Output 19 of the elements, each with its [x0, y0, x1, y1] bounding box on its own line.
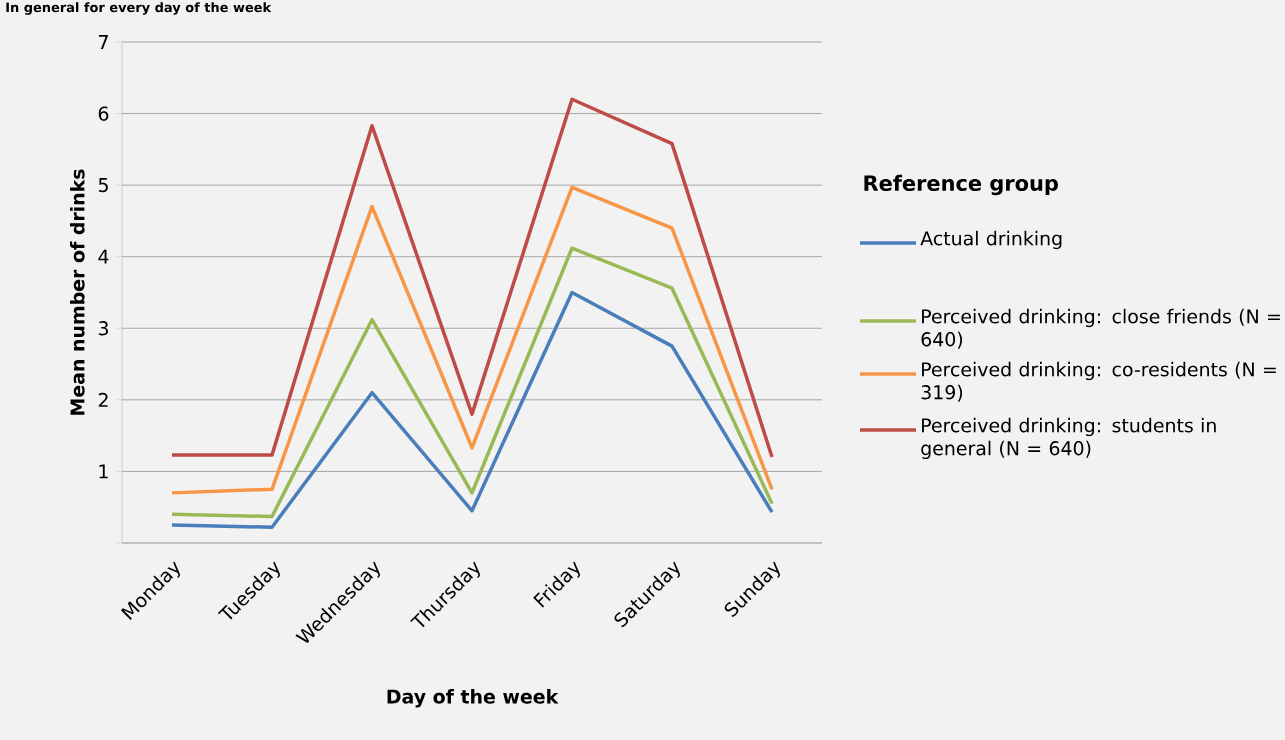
line-series	[170, 97, 774, 459]
legend-label: Perceived drinking: close friends (N = 640)	[921, 308, 1280, 349]
y-tick-label: 1	[99, 464, 108, 479]
y-tick-label: 2	[98, 392, 108, 407]
chart-title: In general for every day of the week	[6, 2, 272, 15]
line-series	[170, 290, 774, 529]
y-tick-label: 3	[98, 321, 108, 336]
legend-label: Perceived drinking: co-residents (N = 319)	[921, 361, 1276, 402]
legend-label: Actual drinking	[920, 230, 1062, 250]
y-tick-label: 7	[99, 35, 108, 49]
line-series	[170, 246, 774, 519]
y-tick-label: 5	[98, 178, 108, 193]
legend-title: Reference group	[864, 174, 1058, 196]
line-series	[170, 185, 774, 495]
x-axis-title: Day of the week	[387, 689, 559, 708]
legend-label: Perceived drinking: students in general (N = 640)	[921, 417, 1216, 460]
y-tick-label: 6	[98, 106, 109, 121]
y-axis-title: Mean number of drinks	[70, 169, 85, 415]
y-tick-label: 4	[98, 249, 109, 264]
